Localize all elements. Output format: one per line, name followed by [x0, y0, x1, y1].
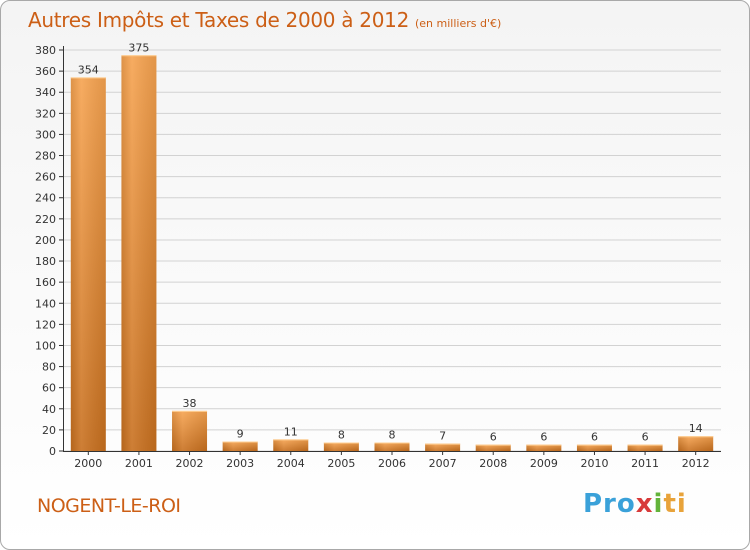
- proxiti-logo: Proxiti: [583, 489, 687, 519]
- y-tick-label: 80: [42, 361, 56, 374]
- x-tick-label: 2008: [479, 457, 507, 470]
- value-label: 9: [237, 428, 244, 441]
- y-tick-label: 20: [42, 424, 56, 437]
- bar-shade: [121, 55, 157, 452]
- y-tick-label: 100: [35, 339, 56, 352]
- value-label: 38: [183, 397, 197, 410]
- value-label: 14: [689, 422, 703, 435]
- bar-shade: [576, 444, 612, 451]
- y-tick-label: 320: [35, 107, 56, 120]
- bar-shade: [70, 77, 106, 452]
- bar-shade: [425, 443, 461, 451]
- y-tick-label: 220: [35, 213, 56, 226]
- bar-shade: [273, 439, 309, 451]
- bar-shade: [323, 442, 359, 451]
- x-tick-label: 2012: [682, 457, 710, 470]
- bar-shade: [172, 410, 208, 451]
- y-tick-label: 180: [35, 255, 56, 268]
- bar-shade: [475, 444, 511, 451]
- value-label: 7: [439, 430, 446, 443]
- x-tick-label: 2011: [631, 457, 659, 470]
- bar-shade: [678, 436, 714, 451]
- x-tick-label: 2003: [226, 457, 254, 470]
- x-tick-label: 2007: [429, 457, 457, 470]
- x-tick-label: 2005: [327, 457, 355, 470]
- logo-part-3: i: [653, 489, 664, 519]
- y-tick-label: 60: [42, 382, 56, 395]
- y-tick-label: 140: [35, 297, 56, 310]
- x-tick-label: 2004: [277, 457, 305, 470]
- bar-shade: [374, 442, 410, 451]
- y-axis-ticks: 0 20 40 60 80 100 120 140 160 180 200 220 240 260 280 3…: [35, 44, 63, 458]
- x-tick-label: 2009: [530, 457, 558, 470]
- y-tick-label: 380: [35, 44, 56, 57]
- y-tick-label: 120: [35, 318, 56, 331]
- x-tick-label: 2001: [125, 457, 153, 470]
- x-tick-label: 2010: [580, 457, 608, 470]
- value-label: 6: [540, 431, 547, 444]
- bars: 354 375 38 9 11 8 8 7 6 6 6 6 14: [70, 41, 714, 452]
- bar-shade: [627, 444, 663, 451]
- y-tick-label: 360: [35, 65, 56, 78]
- x-tick-label: 2000: [74, 457, 102, 470]
- y-tick-label: 280: [35, 150, 56, 163]
- value-label: 8: [338, 429, 345, 442]
- value-label: 11: [284, 425, 298, 438]
- y-tick-label: 240: [35, 192, 56, 205]
- x-tick-label: 2002: [176, 457, 204, 470]
- value-label: 354: [78, 63, 99, 76]
- chart-title: Autres Impôts et Taxes de 2000 à 2012 (en…: [28, 8, 501, 32]
- y-tick-label: 340: [35, 86, 56, 99]
- value-label: 6: [591, 431, 598, 444]
- value-label: 6: [642, 431, 649, 444]
- bar-shade: [526, 444, 562, 451]
- y-tick-label: 300: [35, 128, 56, 141]
- logo-part-2: x: [635, 489, 654, 519]
- x-tick-label: 2006: [378, 457, 406, 470]
- chart-title-text: Autres Impôts et Taxes de 2000 à 2012: [28, 8, 409, 32]
- y-tick-label: 160: [35, 276, 56, 289]
- y-tick-label: 0: [49, 445, 56, 458]
- y-tick-label: 260: [35, 171, 56, 184]
- value-label: 375: [128, 41, 149, 54]
- y-tick-label: 200: [35, 234, 56, 247]
- chart-unit: (en milliers d'€): [415, 17, 502, 30]
- bar-shade: [222, 441, 258, 451]
- value-label: 8: [389, 429, 396, 442]
- y-tick-label: 40: [42, 403, 56, 416]
- commune-name: NOGENT-LE-ROI: [37, 495, 181, 517]
- logo-part-1: Pro: [583, 489, 636, 519]
- logo-part-4: ti: [663, 489, 687, 519]
- value-label: 6: [490, 431, 497, 444]
- x-axis-ticks: 2000 2001 2002 2003 2004 2005 2006 2007 2008 2009…: [74, 451, 710, 470]
- grid-lines: [63, 49, 721, 452]
